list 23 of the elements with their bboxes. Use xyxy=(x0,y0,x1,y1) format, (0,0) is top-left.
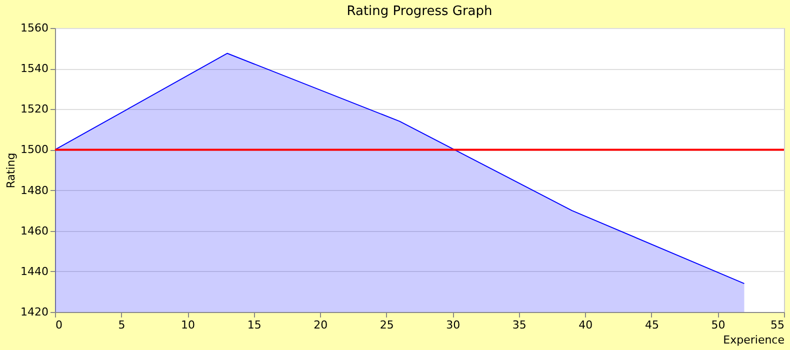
y-axis-title: Rating xyxy=(4,152,18,188)
chart-title: Rating Progress Graph xyxy=(346,4,492,19)
x-tick-label: 0 xyxy=(56,318,62,332)
y-tick-label: 1460 xyxy=(20,224,48,238)
y-tick-label: 1500 xyxy=(20,143,48,156)
y-tick-label: 1440 xyxy=(20,264,48,278)
x-tick-label: 10 xyxy=(181,318,196,332)
x-tick-label: 50 xyxy=(711,318,726,332)
x-tick-label: 30 xyxy=(446,318,460,332)
x-tick-label: 55 xyxy=(770,318,784,332)
x-tick-label: 15 xyxy=(247,318,262,332)
x-axis-title: Experience xyxy=(723,334,785,346)
y-tick-label: 1520 xyxy=(20,102,48,116)
x-tick-label: 20 xyxy=(314,318,328,332)
x-tick-label: 35 xyxy=(512,318,526,332)
x-tick-label: 40 xyxy=(578,318,593,332)
y-tick-label: 1560 xyxy=(20,22,48,34)
y-tick-label: 1480 xyxy=(20,184,48,197)
x-tick-label: 25 xyxy=(380,318,394,332)
x-tick-label: 5 xyxy=(118,318,126,332)
y-tick-label: 1420 xyxy=(20,306,48,318)
y-tick-label: 1540 xyxy=(20,62,48,76)
x-tick-label: 45 xyxy=(644,318,659,332)
